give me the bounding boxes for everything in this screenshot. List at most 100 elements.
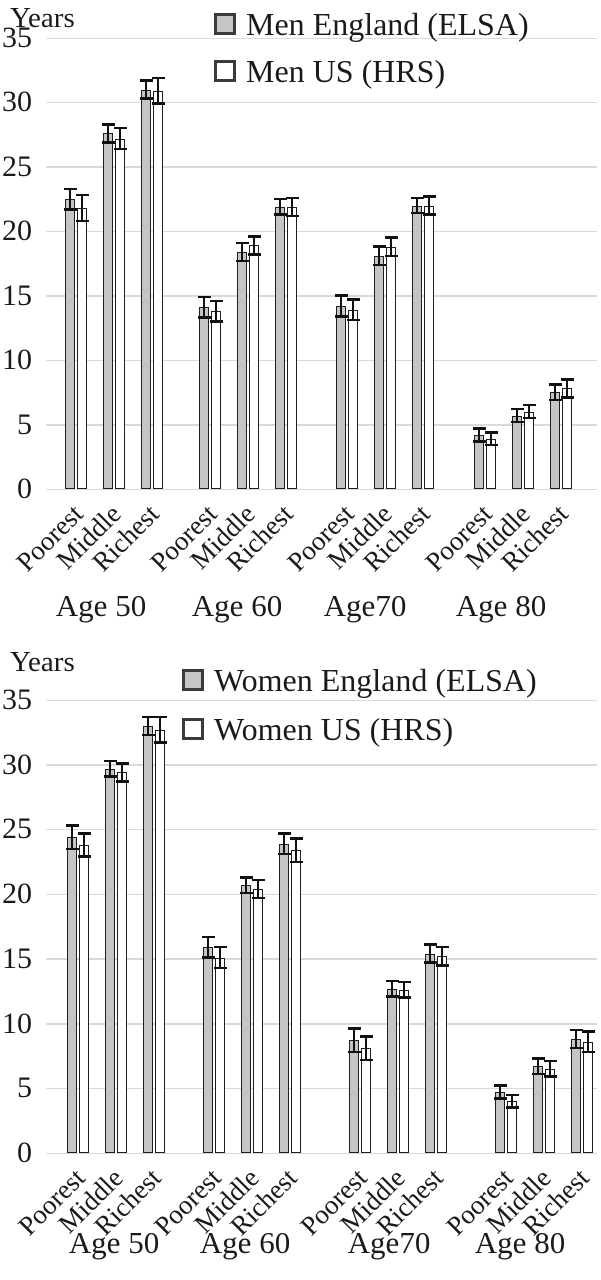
error-bar-cap bbox=[493, 1097, 507, 1100]
legend-item-men-us: Men US (HRS) bbox=[214, 51, 529, 91]
error-bar-cap bbox=[531, 1057, 545, 1060]
error-bar-cap bbox=[209, 299, 223, 303]
error-bar-cap bbox=[334, 315, 348, 318]
y-tick-label: 30 bbox=[2, 85, 32, 119]
gridline bbox=[46, 230, 597, 233]
error-bar bbox=[549, 1061, 551, 1077]
error-bar-cap bbox=[423, 943, 437, 946]
error-bar bbox=[241, 242, 243, 261]
y-tick-label: 30 bbox=[2, 747, 32, 781]
error-bar bbox=[390, 237, 392, 256]
y-tick-label: 20 bbox=[2, 214, 32, 248]
error-bar bbox=[71, 825, 73, 849]
error-bar-cap bbox=[209, 320, 223, 323]
y-tick-label: 5 bbox=[17, 407, 32, 441]
y-tick-label: 25 bbox=[2, 149, 32, 183]
error-bar-cap bbox=[472, 427, 486, 430]
group-label: Age70 bbox=[323, 588, 407, 623]
error-bar-cap bbox=[410, 211, 424, 215]
error-bar-cap bbox=[273, 197, 287, 201]
y-tick-label: 20 bbox=[2, 877, 32, 911]
error-bar bbox=[121, 763, 123, 782]
legend-item-women-england: Women England (ELSA) bbox=[182, 660, 537, 700]
legend-swatch-gray-icon bbox=[214, 13, 236, 35]
error-bar-cap bbox=[201, 935, 215, 939]
error-bar bbox=[157, 77, 159, 104]
error-bar-cap bbox=[213, 966, 227, 970]
error-bar-cap bbox=[569, 1046, 583, 1050]
error-bar bbox=[257, 879, 259, 898]
error-bar-cap bbox=[139, 97, 153, 100]
error-bar bbox=[391, 980, 393, 997]
y-tick-label: 0 bbox=[17, 472, 32, 505]
error-bar-cap bbox=[101, 123, 115, 126]
error-bar-cap bbox=[543, 1075, 557, 1078]
error-bar-cap bbox=[141, 715, 155, 719]
error-bar bbox=[207, 936, 209, 958]
error-bar-cap bbox=[423, 961, 437, 964]
error-bar bbox=[587, 1031, 589, 1053]
error-bar-cap bbox=[484, 431, 498, 434]
legend-swatch-gray-icon bbox=[182, 669, 204, 691]
error-bar-cap bbox=[522, 416, 536, 420]
error-bar-cap bbox=[548, 398, 562, 402]
error-bar bbox=[109, 760, 111, 777]
error-bar-cap bbox=[139, 79, 153, 82]
y-tick-label: 10 bbox=[2, 343, 32, 377]
legend-label-women-us: Women US (HRS) bbox=[214, 710, 454, 747]
men-plot-area: 35 30 25 20 15 10 5 0 bbox=[2, 21, 597, 505]
error-bar-cap bbox=[115, 780, 129, 783]
error-bar-cap bbox=[277, 832, 291, 835]
error-bar-cap bbox=[560, 396, 574, 399]
error-bar bbox=[340, 295, 342, 317]
error-bar-cap bbox=[581, 1050, 595, 1054]
gridline bbox=[46, 37, 597, 39]
error-bar-cap bbox=[103, 759, 117, 763]
y-tick-label: 25 bbox=[2, 812, 32, 846]
legend-swatch-white-icon bbox=[214, 60, 236, 82]
error-bar bbox=[219, 947, 221, 968]
men-chart: 35 30 25 20 15 10 5 0 Years Men England (ELSA) … bbox=[2, 2, 597, 623]
error-bar bbox=[429, 944, 431, 963]
error-bar bbox=[528, 405, 530, 419]
error-bar-cap bbox=[285, 214, 299, 218]
y-tick-label: 35 bbox=[2, 21, 32, 54]
y-axis-title-men: Years bbox=[10, 2, 75, 34]
error-bar bbox=[566, 379, 568, 398]
error-bar-cap bbox=[289, 837, 303, 840]
error-bar-cap bbox=[422, 195, 436, 198]
group-label: Age70 bbox=[347, 1225, 431, 1260]
error-bar bbox=[81, 195, 83, 221]
error-bar bbox=[83, 833, 85, 857]
error-bar-cap bbox=[235, 241, 249, 245]
error-bar-cap bbox=[235, 259, 249, 263]
group-label: Age 80 bbox=[455, 588, 547, 623]
error-bar-cap bbox=[359, 1035, 373, 1038]
error-bar-cap bbox=[251, 896, 265, 900]
gridline bbox=[46, 424, 597, 426]
error-bar-cap bbox=[103, 775, 117, 778]
error-bar bbox=[215, 300, 217, 322]
error-bar-cap bbox=[385, 995, 399, 998]
error-bar-cap bbox=[113, 126, 127, 130]
error-bar-cap bbox=[251, 878, 265, 882]
gridline bbox=[46, 295, 597, 297]
error-bar-cap bbox=[65, 847, 79, 851]
legend-women: Women England (ELSA) Women US (HRS) bbox=[182, 660, 537, 749]
error-bar-cap bbox=[153, 741, 167, 744]
error-bar-cap bbox=[239, 891, 253, 895]
error-bar bbox=[147, 716, 149, 735]
error-bar-cap bbox=[560, 378, 574, 381]
error-bar-cap bbox=[347, 1027, 361, 1030]
error-bar-cap bbox=[346, 318, 360, 322]
error-bar bbox=[119, 128, 121, 149]
error-bar bbox=[279, 199, 281, 215]
error-bar-cap bbox=[347, 1050, 361, 1054]
error-bar bbox=[378, 246, 380, 265]
error-bar-cap bbox=[247, 253, 261, 256]
error-bar-cap bbox=[359, 1058, 373, 1062]
legend-label-women-england: Women England (ELSA) bbox=[214, 661, 537, 698]
group-label: Age 80 bbox=[474, 1225, 566, 1260]
error-bar-cap bbox=[141, 733, 155, 737]
